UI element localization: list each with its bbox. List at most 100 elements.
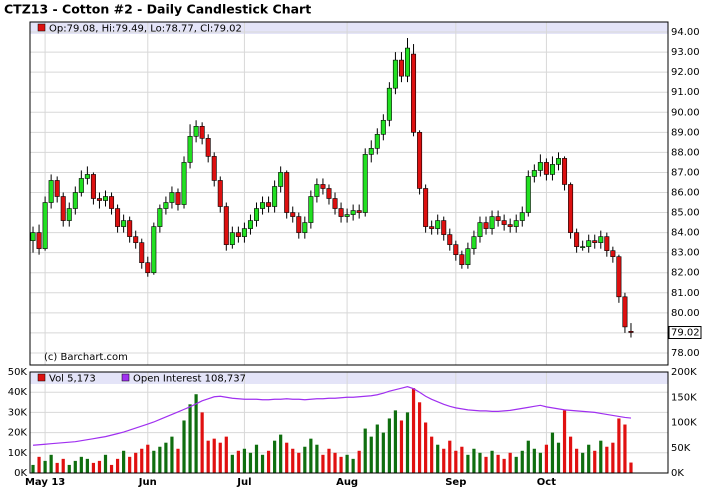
candle-body	[477, 222, 483, 237]
x-tick-label: Oct	[537, 477, 556, 488]
price-frame	[29, 21, 669, 366]
candle-body	[326, 188, 332, 199]
volume-bar	[279, 434, 283, 473]
volume-bar	[454, 450, 458, 473]
candle-body	[157, 208, 163, 227]
volume-bar	[297, 452, 301, 473]
candle-body	[586, 240, 592, 247]
y-tick-label: 82.00	[671, 268, 700, 279]
candle-body	[169, 192, 175, 203]
volume-bar	[61, 458, 65, 473]
volume-bar	[357, 450, 361, 473]
candle-body	[133, 236, 139, 243]
y2-tick-label: 200K	[671, 367, 697, 378]
candle-body	[374, 134, 380, 149]
volume-bar	[442, 448, 446, 473]
last-price-label: 79.02	[671, 328, 700, 339]
candle-body	[580, 246, 586, 248]
volume-bar	[49, 454, 53, 473]
volume-bar	[405, 412, 410, 473]
volume-bar	[490, 450, 494, 473]
candle-body	[429, 226, 435, 229]
candle-body	[241, 228, 247, 237]
candle-body	[235, 232, 241, 237]
candle-body	[453, 244, 459, 255]
volume-bar	[248, 452, 253, 473]
candle-body	[121, 220, 127, 227]
candle-body	[537, 162, 543, 171]
volume-bar	[327, 448, 331, 473]
volume-bar	[315, 444, 319, 473]
volume-bar	[460, 446, 464, 473]
candle-body	[398, 59, 404, 77]
legend-band	[30, 372, 668, 384]
volume-bar	[146, 444, 150, 473]
volume-bar	[575, 448, 579, 473]
x-tick-label: Jul	[236, 477, 251, 488]
volume-bar	[599, 440, 603, 473]
candle-body	[441, 220, 447, 235]
candle-body	[72, 192, 78, 209]
candle-body	[483, 222, 489, 229]
y-tick-label: 85.00	[671, 208, 700, 219]
candle-body	[338, 208, 344, 217]
candle-body	[411, 53, 417, 133]
y-tick-label: 20K	[8, 428, 28, 439]
candle-body	[320, 184, 326, 189]
volume-bar	[387, 418, 391, 473]
candle-body	[513, 220, 519, 227]
volume-bar	[266, 450, 271, 473]
volume-bar	[345, 454, 349, 473]
candle-body	[616, 256, 622, 298]
volume-bar	[623, 424, 627, 473]
candle-body	[308, 196, 314, 223]
legend-text: Op:79.08, Hi:79.49, Lo:78.77, Cl:79.02	[49, 24, 242, 35]
candle-body	[471, 236, 477, 249]
legend-swatch	[121, 373, 130, 382]
volume-bar	[526, 440, 530, 473]
volume-bar	[291, 448, 295, 473]
candle-body	[332, 198, 338, 209]
legend-swatch	[37, 23, 46, 32]
candle-body	[489, 216, 495, 229]
legend-name: Open Interest	[133, 374, 202, 385]
volume-bar	[254, 444, 259, 473]
candle-body	[404, 47, 410, 77]
candle-body	[543, 162, 549, 175]
candle-body	[386, 87, 392, 121]
candle-body	[380, 119, 386, 135]
candle-body	[127, 220, 133, 237]
candle-body	[96, 198, 102, 201]
volume-bar	[629, 462, 633, 473]
candle-body	[392, 59, 398, 89]
volume-bar	[393, 410, 398, 473]
volume-bar	[417, 402, 422, 473]
volume-bar	[31, 464, 35, 473]
candle-body	[519, 212, 525, 221]
candle-body	[495, 216, 501, 221]
volume-bar	[466, 454, 470, 473]
volume-bar	[188, 404, 192, 473]
volume-bar	[194, 394, 198, 473]
candle-body	[501, 220, 507, 225]
x-tick-label: Jun	[138, 477, 157, 488]
volume-bar	[85, 458, 89, 473]
candle-body	[54, 180, 60, 197]
y-tick-label: 88.00	[671, 147, 700, 158]
candle-body	[247, 220, 253, 229]
volume-bar	[224, 436, 228, 473]
candle-body	[211, 156, 217, 181]
candle-body	[356, 210, 362, 213]
volume-bar	[381, 432, 385, 473]
volume-bar	[544, 444, 549, 473]
y-tick-label: 94.00	[671, 27, 700, 38]
candle-body	[344, 214, 350, 217]
volume-bar	[152, 450, 156, 473]
volume-bar	[581, 452, 585, 473]
volume-bar	[170, 436, 174, 473]
candle-body	[217, 180, 223, 207]
candle-body	[368, 148, 374, 155]
volume-bar	[158, 446, 162, 473]
volume-bar	[617, 418, 621, 473]
